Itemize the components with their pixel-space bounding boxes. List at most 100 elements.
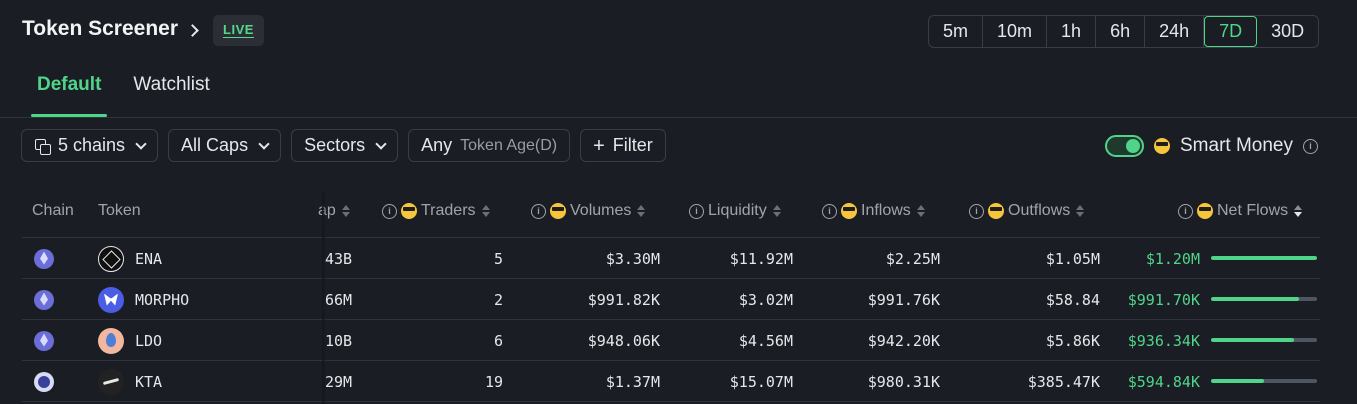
- filter-bar: 5 chains All Caps Sectors Any Token Age(…: [21, 129, 666, 162]
- kta-token-icon: [98, 368, 124, 395]
- time-range-6h[interactable]: 6h: [1096, 16, 1146, 47]
- time-range-24h[interactable]: 24h: [1145, 16, 1205, 47]
- row-divider: [22, 360, 1320, 361]
- chevron-down-icon: [135, 137, 147, 150]
- token-symbol[interactable]: ENA: [135, 249, 163, 268]
- caps-dropdown[interactable]: All Caps: [168, 129, 282, 162]
- view-tabs: Default Watchlist: [30, 74, 210, 118]
- inflows-cell: $942.20K: [867, 331, 940, 350]
- sticky-column-shadow: [322, 192, 326, 404]
- info-icon[interactable]: i: [531, 203, 546, 219]
- mcap-cell: 10B: [325, 331, 353, 350]
- inflows-cell: $980.31K: [867, 372, 940, 391]
- chains-dropdown-label: 5 chains: [58, 135, 126, 155]
- column-liquidity-label: Liquidity: [708, 202, 767, 219]
- info-icon[interactable]: i: [1178, 203, 1193, 219]
- sort-desc-icon: [1294, 205, 1303, 217]
- net-flow-bar: [1211, 379, 1317, 383]
- mcap-cell: 66M: [325, 290, 353, 309]
- smart-money-icon: [550, 203, 566, 219]
- column-token: Token: [98, 202, 141, 220]
- sort-icon: [341, 205, 350, 217]
- base-chain-icon: [34, 371, 54, 392]
- column-inflows[interactable]: i Inflows: [822, 202, 925, 220]
- time-range-7d[interactable]: 7D: [1204, 16, 1258, 47]
- table-row[interactable]: KTA 29M 19 $1.37M $15.07M $980.31K $385.…: [0, 361, 1357, 402]
- net-flows-cell: $594.84K: [1127, 372, 1200, 391]
- time-range-5m[interactable]: 5m: [929, 16, 984, 47]
- sort-icon: [1076, 205, 1085, 217]
- traders-cell: 19: [484, 372, 503, 391]
- column-traders-label: Traders: [421, 202, 476, 219]
- token-age-label: Token Age(D): [460, 136, 558, 154]
- traders-cell: 2: [493, 290, 503, 309]
- row-divider: [22, 401, 1320, 402]
- info-icon[interactable]: i: [689, 203, 704, 219]
- smart-money-label: Smart Money: [1180, 135, 1293, 156]
- table-row[interactable]: ENA 43B 5 $3.30M $11.92M $2.25M $1.05M $…: [0, 238, 1357, 279]
- smart-money-toggle[interactable]: [1105, 135, 1144, 157]
- ethereum-icon: [34, 330, 54, 351]
- chains-dropdown[interactable]: 5 chains: [21, 129, 159, 162]
- net-flows-cell: $991.70K: [1127, 290, 1200, 309]
- tab-watchlist[interactable]: Watchlist: [133, 74, 210, 95]
- column-chain: Chain: [32, 202, 74, 220]
- sort-icon: [637, 205, 646, 217]
- chevron-down-icon: [258, 137, 270, 150]
- time-range-1h[interactable]: 1h: [1047, 16, 1097, 47]
- column-outflows[interactable]: i Outflows: [969, 202, 1085, 220]
- row-divider: [22, 319, 1320, 320]
- net-flow-bar: [1211, 297, 1317, 301]
- page-title-text: Token Screener: [22, 17, 179, 40]
- row-divider: [22, 278, 1320, 279]
- add-filter-button[interactable]: + Filter: [580, 129, 666, 162]
- page-title[interactable]: Token Screener: [22, 17, 199, 41]
- ena-token-icon: [98, 245, 124, 272]
- time-range-10m[interactable]: 10m: [983, 16, 1048, 47]
- column-liquidity[interactable]: i Liquidity: [689, 202, 781, 220]
- mcap-cell: 29M: [325, 372, 353, 391]
- add-filter-label: Filter: [612, 135, 653, 155]
- token-symbol[interactable]: KTA: [135, 372, 163, 391]
- column-outflows-label: Outflows: [1008, 202, 1071, 219]
- column-net-flows[interactable]: i Net Flows: [1178, 202, 1303, 220]
- info-icon[interactable]: i: [822, 203, 837, 219]
- liquidity-cell: $3.02M: [738, 290, 793, 309]
- smart-money-icon: [401, 203, 417, 219]
- column-volumes[interactable]: i Volumes: [531, 202, 646, 220]
- info-icon[interactable]: i: [382, 203, 397, 219]
- liquidity-cell: $11.92M: [729, 249, 793, 268]
- sectors-dropdown[interactable]: Sectors: [291, 129, 399, 162]
- table-row[interactable]: LDO 10B 6 $948.06K $4.56M $942.20K $5.86…: [0, 320, 1357, 361]
- column-traders[interactable]: i Traders: [382, 202, 490, 220]
- net-flow-bar: [1211, 256, 1317, 260]
- net-flow-bar-fill: [1211, 338, 1294, 342]
- outflows-cell: $1.05M: [1045, 249, 1100, 268]
- live-badge-text: LIVE: [223, 22, 254, 38]
- info-icon[interactable]: i: [969, 203, 984, 219]
- table-row[interactable]: MORPHO 66M 2 $991.82K $3.02M $991.76K $5…: [0, 279, 1357, 320]
- info-icon[interactable]: i: [1302, 138, 1318, 154]
- net-flow-bar-fill: [1211, 379, 1264, 383]
- smart-money-icon: [1197, 203, 1213, 219]
- tab-default[interactable]: Default: [30, 74, 108, 118]
- column-chain-label: Chain: [32, 202, 74, 219]
- mcap-cell: 43B: [325, 249, 353, 268]
- screener-header: Token Screener LIVE 5m 10m 1h 6h 24h 7D …: [0, 0, 1357, 118]
- outflows-cell: $5.86K: [1045, 331, 1100, 350]
- column-volumes-label: Volumes: [570, 202, 632, 219]
- token-age-filter[interactable]: Any Token Age(D): [408, 129, 571, 162]
- token-symbol[interactable]: MORPHO: [135, 290, 190, 309]
- net-flow-bar: [1211, 338, 1317, 342]
- time-range-30d[interactable]: 30D: [1271, 21, 1305, 41]
- inflows-cell: $2.25M: [885, 249, 940, 268]
- net-flow-bar-fill: [1211, 297, 1299, 301]
- column-inflows-label: Inflows: [861, 202, 911, 219]
- toggle-knob: [1126, 139, 1140, 153]
- smart-money-icon: [841, 203, 857, 219]
- net-flows-cell: $936.34K: [1127, 331, 1200, 350]
- sort-icon: [916, 205, 925, 217]
- token-symbol[interactable]: LDO: [135, 331, 163, 350]
- net-flow-bar-fill: [1211, 256, 1317, 260]
- volumes-cell: $1.37M: [605, 372, 660, 391]
